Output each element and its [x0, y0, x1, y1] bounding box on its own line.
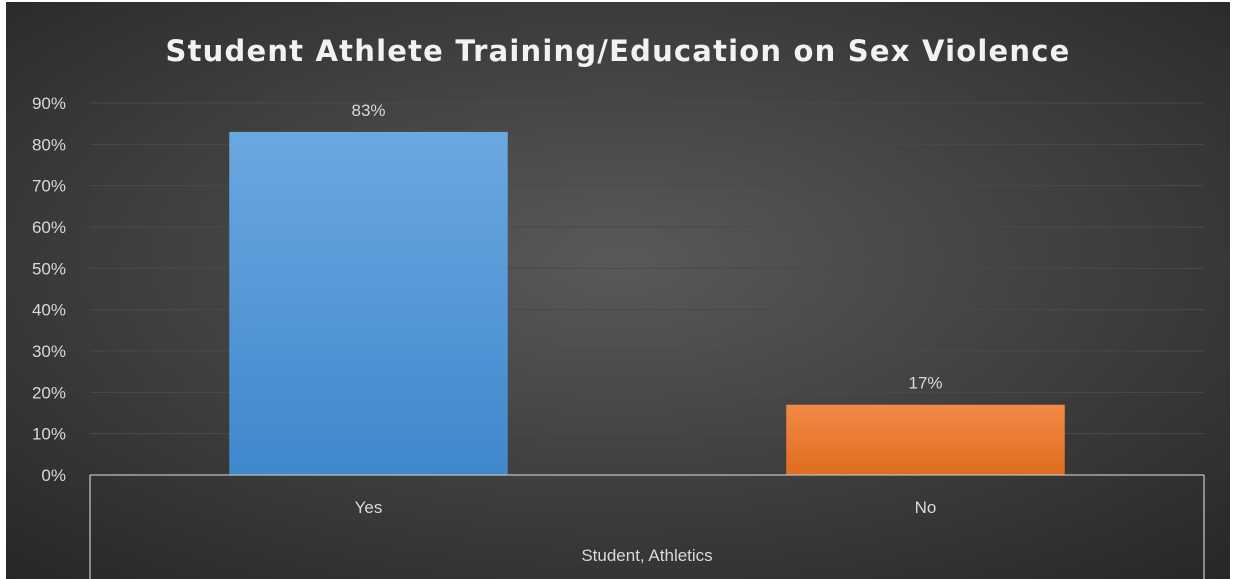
bar-no — [786, 404, 1065, 475]
y-tick-label: 90% — [32, 94, 66, 113]
y-tick-label: 0% — [41, 466, 66, 485]
x-tick-labels: Yes No Student, Athletics — [355, 498, 937, 565]
y-tick-label: 40% — [32, 301, 66, 320]
axes — [89, 474, 1205, 579]
chart-background — [6, 2, 1230, 579]
y-tick-labels: 0% 10% 20% 30% 40% 50% 60% 70% 80% 90% — [32, 94, 66, 485]
y-tick-label: 60% — [32, 218, 66, 237]
x-tick-label: No — [915, 498, 937, 517]
data-label: 17% — [908, 374, 942, 393]
bar-yes — [229, 131, 508, 475]
bar-chart: 0% 10% 20% 30% 40% 50% 60% 70% 80% 90% Yes No Stude… — [6, 2, 1230, 579]
chart-frame: 0% 10% 20% 30% 40% 50% 60% 70% 80% 90% Yes No Stude… — [6, 2, 1230, 579]
group-label: Student, Athletics — [581, 546, 712, 565]
y-tick-label: 30% — [32, 342, 66, 361]
y-tick-label: 20% — [32, 383, 66, 402]
y-tick-label: 50% — [32, 259, 66, 278]
data-labels: 83% 17% — [351, 101, 942, 393]
chart-title: Student Athlete Training/Education on Se… — [165, 34, 1071, 68]
y-tick-label: 70% — [32, 177, 66, 196]
x-tick-label: Yes — [355, 498, 383, 517]
y-tick-label: 80% — [32, 135, 66, 154]
data-label: 83% — [351, 101, 385, 120]
y-tick-label: 10% — [32, 425, 66, 444]
bars — [229, 131, 1065, 475]
